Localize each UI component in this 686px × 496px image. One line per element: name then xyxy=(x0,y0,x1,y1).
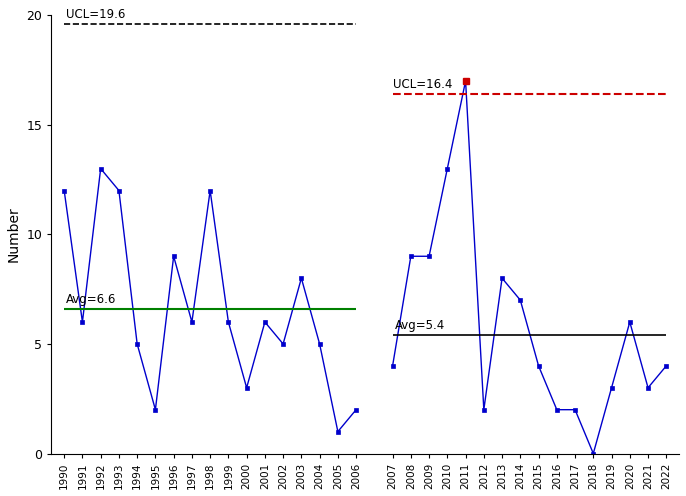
Y-axis label: Number: Number xyxy=(7,206,21,262)
Text: Avg=6.6: Avg=6.6 xyxy=(66,293,117,306)
Text: UCL=16.4: UCL=16.4 xyxy=(392,78,452,91)
Text: Avg=5.4: Avg=5.4 xyxy=(394,319,445,332)
Text: UCL=19.6: UCL=19.6 xyxy=(66,7,126,21)
